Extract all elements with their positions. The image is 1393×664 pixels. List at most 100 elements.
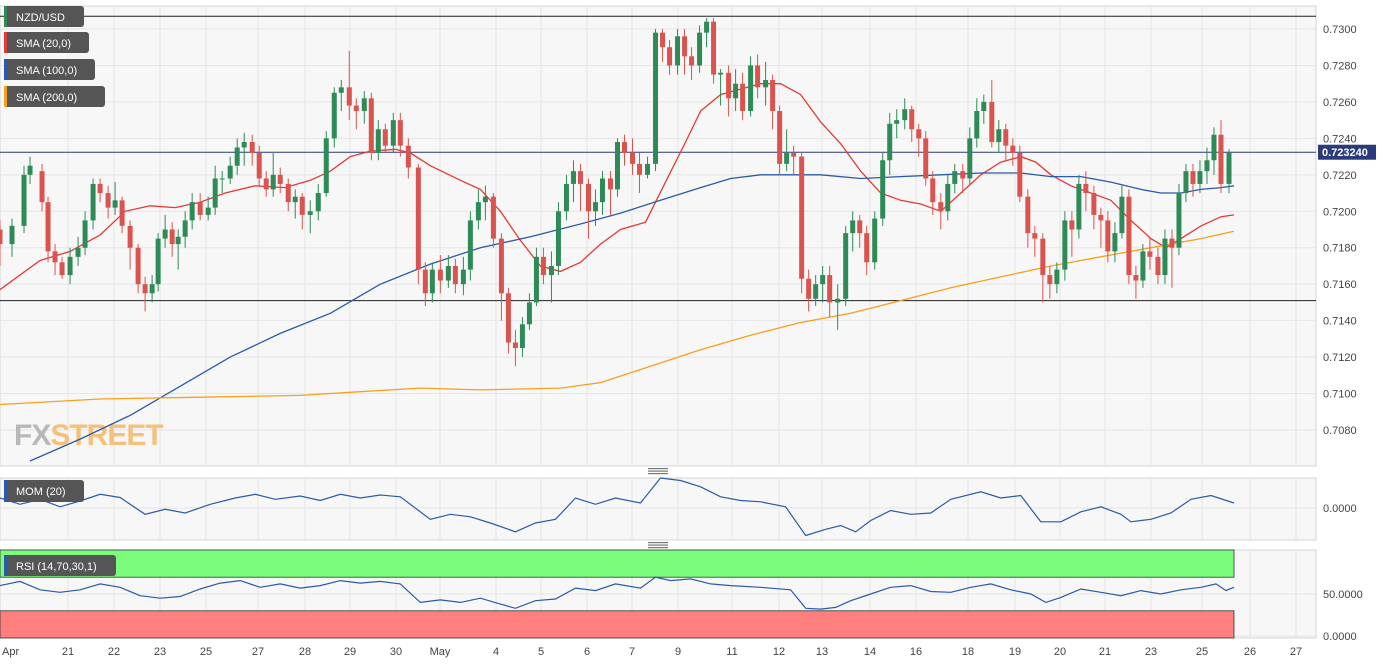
candle-body	[981, 101, 987, 112]
legend-mom[interactable]: MOM (20)	[4, 480, 84, 502]
candle-body	[952, 171, 958, 184]
candle-body	[512, 342, 518, 348]
candle-body	[205, 207, 211, 215]
legend-symbol[interactable]: NZD/USD	[4, 6, 84, 27]
candle-body	[996, 129, 1002, 143]
candle-body	[323, 138, 329, 194]
candle-body	[382, 129, 388, 146]
x-tick-label: 27	[252, 646, 264, 658]
x-tick-label: 6	[584, 646, 590, 658]
candle-body	[169, 229, 175, 245]
candle-up	[843, 225, 849, 307]
candle-body	[989, 101, 995, 143]
candle-body	[653, 32, 659, 164]
candle-up	[526, 293, 532, 330]
mom-panel-resize-handle[interactable]	[648, 468, 668, 475]
x-tick-label: 13	[816, 646, 828, 658]
candle-up	[894, 109, 900, 139]
candle-down	[930, 171, 936, 215]
candle-body	[1040, 238, 1046, 276]
candle-body	[1176, 193, 1182, 248]
candle-body	[563, 183, 569, 212]
candle-body	[1003, 129, 1009, 146]
legend-sma-100[interactable]: SMA (100,0)	[4, 59, 95, 80]
candle-up	[952, 163, 958, 194]
candle-up	[292, 189, 298, 219]
candle-down	[1147, 236, 1153, 270]
candle-up	[460, 256, 466, 296]
candle-body	[467, 220, 473, 270]
candle-body	[27, 165, 33, 175]
x-tick-label: 28	[299, 646, 311, 658]
candle-down	[777, 105, 783, 175]
candle-body	[938, 202, 944, 212]
candle-body	[175, 236, 181, 245]
candle-up	[361, 90, 367, 124]
candle-up	[155, 233, 161, 292]
candle-down	[39, 163, 45, 212]
candle-down	[1098, 207, 1104, 248]
candle-body	[660, 32, 666, 48]
candle-up	[234, 138, 240, 175]
candle-up	[227, 156, 233, 184]
legend-sma-20[interactable]: SMA (20,0)	[4, 32, 89, 53]
rsi-bands	[0, 549, 1235, 639]
candle-down	[0, 220, 3, 266]
candle-up	[241, 132, 247, 166]
candle-body	[799, 156, 805, 279]
candle-down	[607, 171, 613, 215]
legend-rsi[interactable]: RSI (14,70,30,1)	[4, 555, 116, 576]
candle-body	[263, 178, 269, 190]
candle-body	[675, 36, 681, 66]
candle-up	[390, 112, 396, 153]
x-tick-label: 30	[390, 646, 402, 658]
candle-body	[315, 193, 321, 212]
candle-body	[1211, 134, 1217, 161]
y-tick-label: 0.7220	[1323, 170, 1357, 182]
sma-line-2	[0, 230, 1235, 406]
candle-up	[615, 138, 621, 197]
candle-body	[375, 129, 381, 153]
rsi-panel-resize-handle[interactable]	[648, 542, 668, 549]
candle-body	[445, 265, 451, 281]
candle-down	[660, 29, 666, 62]
candle-body	[1155, 256, 1161, 276]
candle-body	[460, 269, 466, 285]
y-tick-label: 0.7100	[1323, 389, 1357, 401]
candle-body	[548, 265, 554, 276]
candle-body	[155, 238, 161, 285]
candle-down	[806, 269, 812, 312]
candle-body	[1140, 251, 1146, 281]
candle-body	[9, 225, 15, 245]
candle-up	[82, 211, 88, 256]
legend-mom-label: MOM (20)	[16, 486, 66, 498]
candle-up	[653, 29, 659, 172]
rsi-oversold-band	[0, 610, 1235, 639]
candle-body	[748, 65, 754, 112]
candle-up	[718, 69, 724, 106]
candle-body	[1169, 238, 1175, 248]
candle-body	[1119, 196, 1125, 234]
candle-body	[119, 200, 125, 226]
candle-up	[748, 56, 754, 117]
candle-down	[682, 29, 688, 75]
candle-down	[1025, 189, 1031, 248]
candle-body	[916, 129, 922, 139]
rsi-overbought-band	[0, 549, 1235, 578]
candle-up	[9, 218, 15, 257]
candle-up	[67, 247, 73, 285]
candle-up	[270, 152, 276, 197]
candle-up	[813, 275, 819, 307]
candle-down	[923, 131, 929, 186]
candle-body	[791, 152, 797, 157]
candle-body	[1190, 171, 1196, 184]
candle-body	[331, 92, 337, 139]
candle-up	[1162, 229, 1168, 285]
candle-body	[1017, 152, 1023, 197]
candle-down	[1105, 211, 1111, 263]
candle-up	[1062, 211, 1068, 281]
legend-sma-200[interactable]: SMA (200,0)	[4, 86, 105, 107]
candle-down	[197, 193, 203, 221]
candle-body	[1218, 134, 1224, 184]
candle-body	[241, 142, 247, 148]
